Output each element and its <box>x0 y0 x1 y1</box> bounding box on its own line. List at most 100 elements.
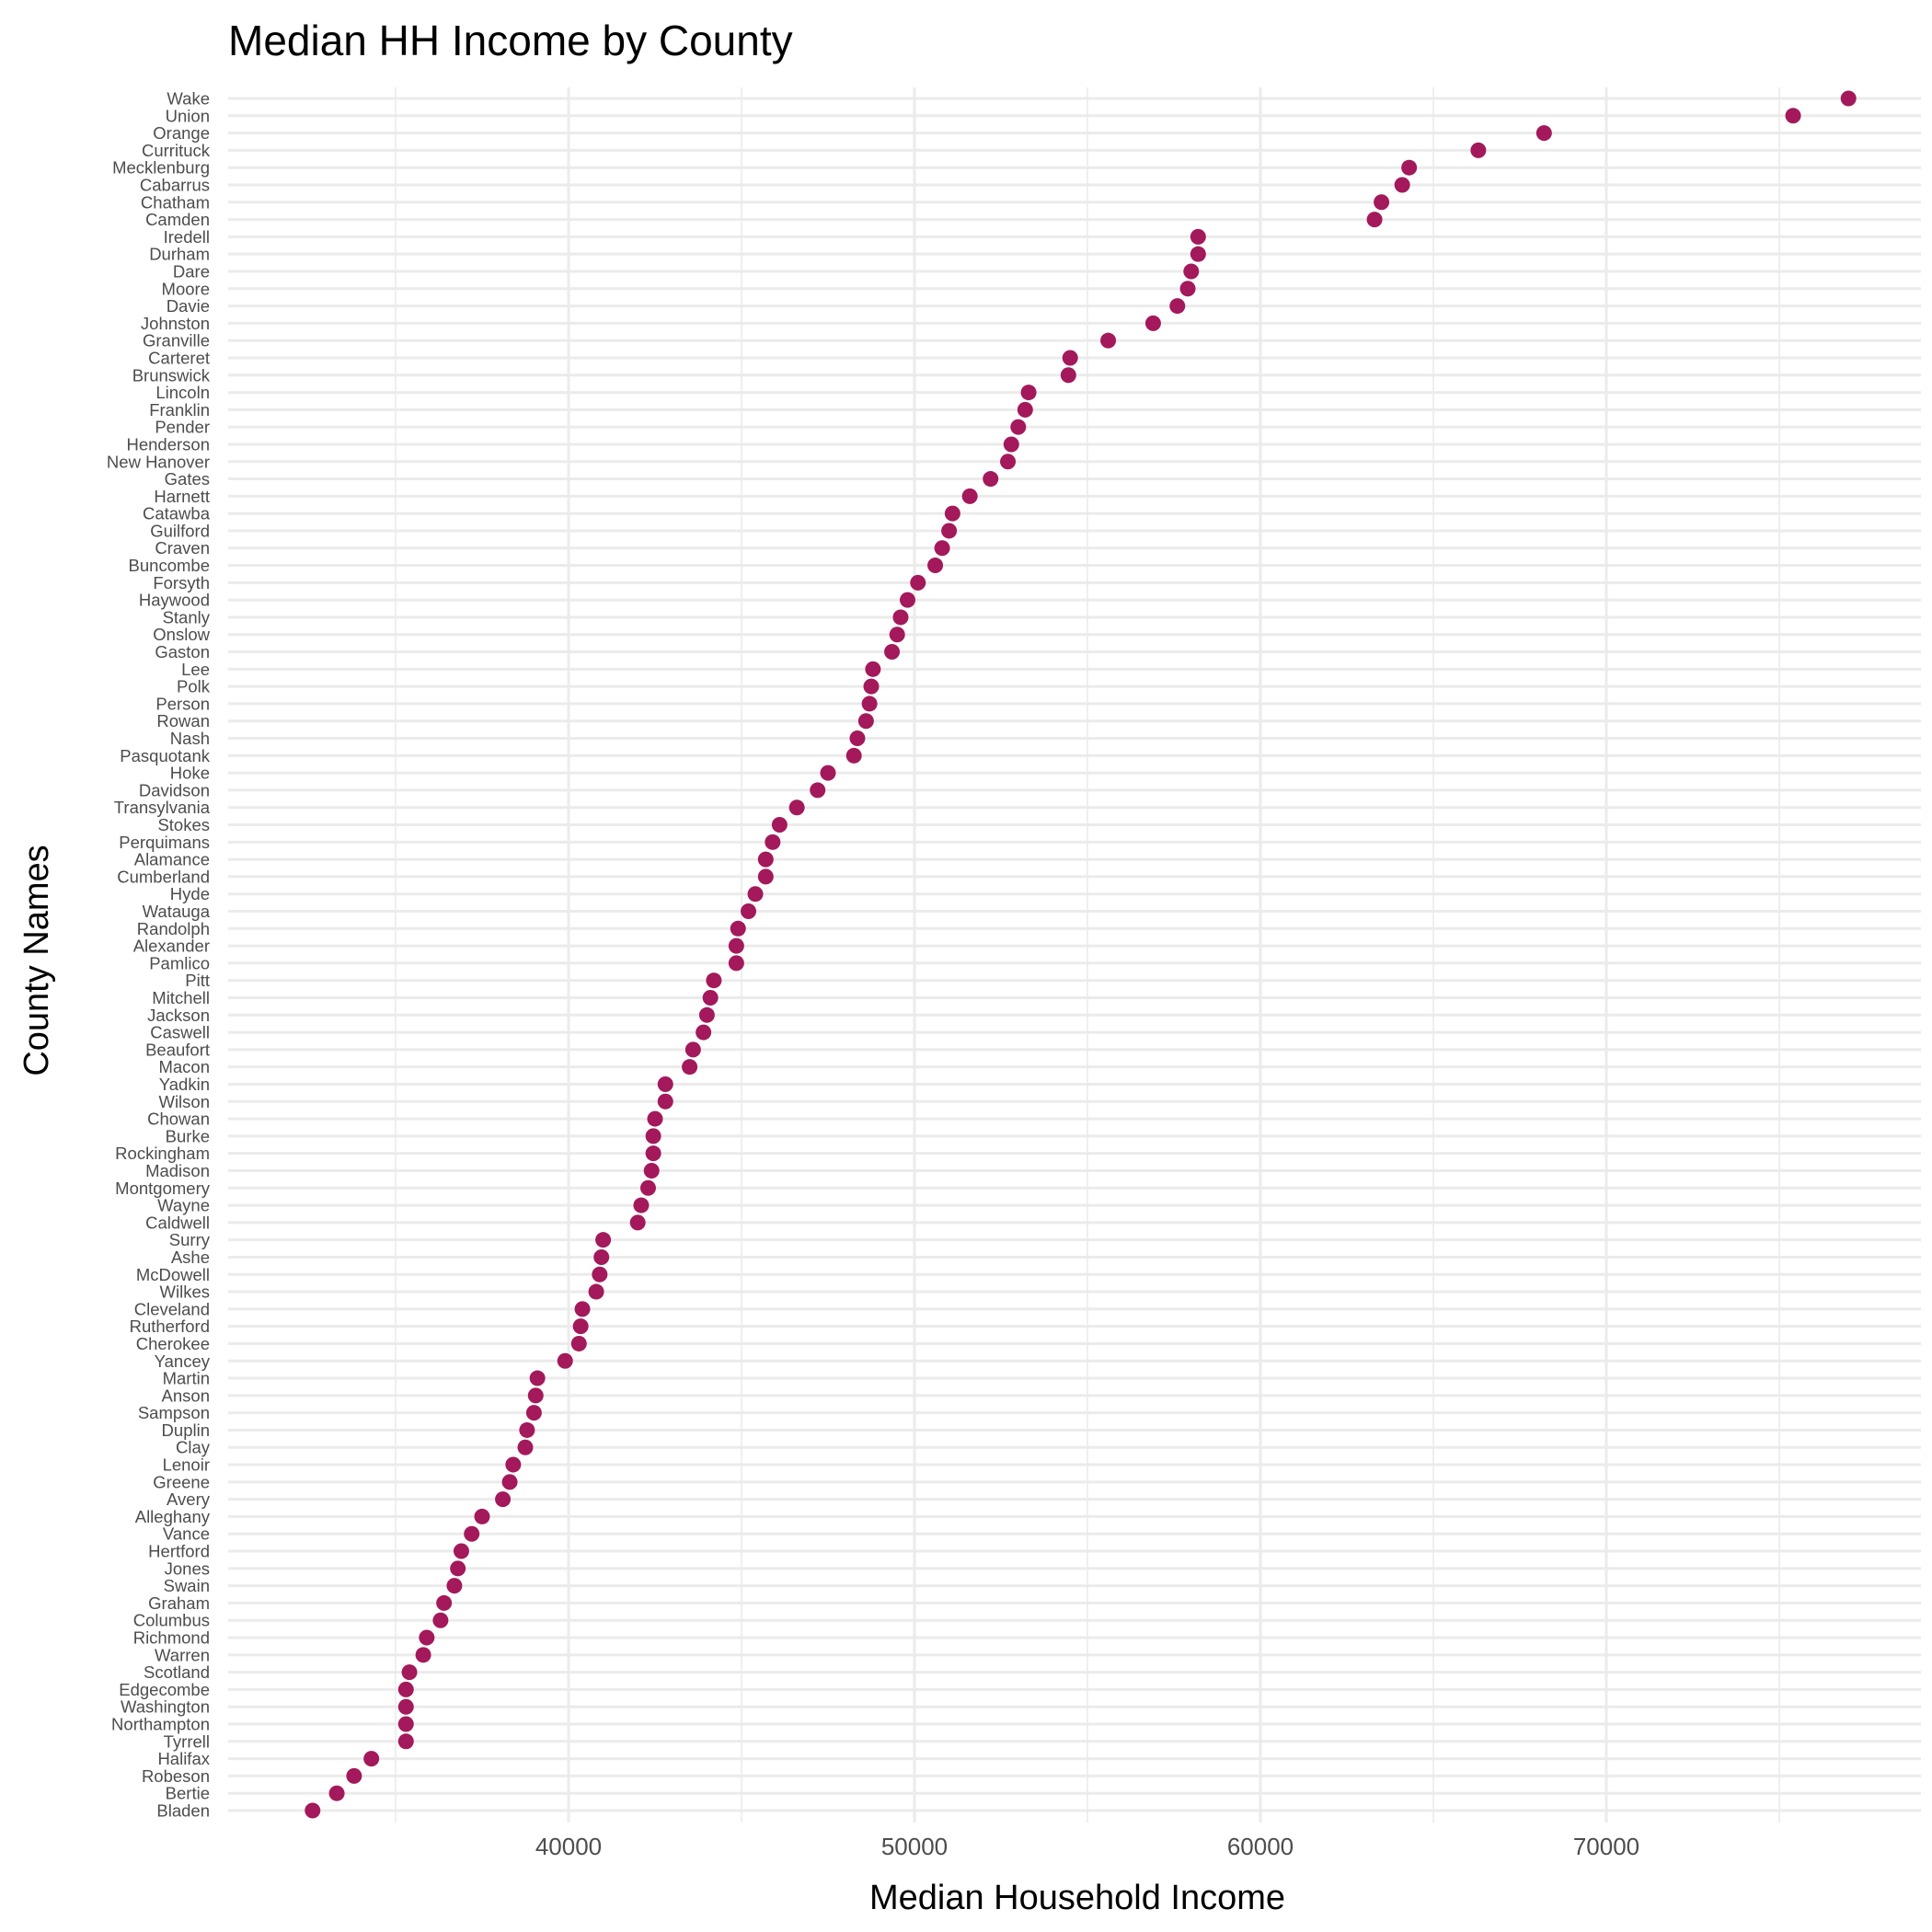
y-tick-label: Wayne <box>157 1196 210 1215</box>
y-tick-label: Forsyth <box>153 573 210 592</box>
y-tick-label: Davidson <box>139 780 210 799</box>
y-tick-label: Cherokee <box>136 1334 210 1353</box>
data-point <box>941 523 958 539</box>
data-point <box>1394 177 1410 193</box>
data-point <box>889 627 905 643</box>
data-point <box>1010 419 1027 435</box>
data-point <box>419 1629 435 1646</box>
data-point <box>517 1439 534 1455</box>
data-point <box>519 1421 535 1438</box>
data-point <box>682 1059 698 1075</box>
y-tick-label: Greene <box>153 1472 210 1491</box>
y-tick-label: Carteret <box>148 348 210 367</box>
y-tick-label: Halifax <box>157 1749 210 1768</box>
y-tick-label: Chatham <box>141 192 210 212</box>
y-tick-label: Sampson <box>138 1403 210 1422</box>
y-tick-label: Durham <box>149 245 210 264</box>
data-point <box>464 1525 480 1542</box>
y-tick-label: Randolph <box>137 919 210 938</box>
data-point <box>397 1681 414 1697</box>
y-tick-label: Mitchell <box>152 988 210 1007</box>
data-point <box>397 1733 414 1750</box>
data-point <box>1144 315 1161 331</box>
data-point <box>820 765 836 781</box>
chart-title: Median HH Income by County <box>228 17 793 64</box>
data-point <box>1000 454 1017 470</box>
data-point <box>1060 367 1076 384</box>
data-point <box>643 1162 660 1179</box>
data-point <box>884 644 901 661</box>
x-tick-labels: 40000 50000 60000 70000 <box>535 1833 1639 1860</box>
y-tick-label: Cabarrus <box>140 175 210 194</box>
data-point <box>696 1024 712 1041</box>
y-tick-label: Camden <box>145 210 210 229</box>
y-tick-label: Beaufort <box>145 1040 210 1059</box>
data-point <box>788 799 805 816</box>
data-point <box>865 661 881 677</box>
y-tick-label: Graham <box>148 1593 210 1613</box>
data-point <box>633 1197 650 1213</box>
grid-lines <box>228 87 1921 1823</box>
data-point <box>432 1612 449 1628</box>
y-tick-label: Cleveland <box>134 1299 210 1318</box>
y-tick-label: Madison <box>145 1161 210 1180</box>
data-point <box>305 1802 321 1819</box>
y-tick-label: Brunswick <box>132 365 211 385</box>
data-point <box>436 1594 453 1611</box>
y-tick-label: Martin <box>163 1369 210 1388</box>
data-point <box>574 1301 591 1317</box>
y-tick-label: Pender <box>155 418 210 437</box>
y-tick-label: Warren <box>155 1645 210 1664</box>
y-tick-label: Northampton <box>111 1715 210 1734</box>
y-tick-label: Harnett <box>154 487 210 506</box>
data-point <box>474 1508 490 1524</box>
y-tick-label: Caldwell <box>145 1213 210 1232</box>
data-point <box>415 1647 431 1663</box>
data-point <box>1179 281 1196 297</box>
y-tick-label: Robeson <box>142 1766 210 1786</box>
data-point <box>570 1335 587 1351</box>
y-tick-label: Jones <box>165 1558 210 1578</box>
y-tick-label: Hyde <box>170 884 210 903</box>
data-point <box>1183 263 1200 280</box>
y-tick-label: Scotland <box>144 1662 210 1682</box>
y-tick-label: Surry <box>169 1230 211 1249</box>
data-point <box>505 1456 522 1473</box>
data-point <box>757 851 774 868</box>
data-point <box>397 1716 414 1732</box>
data-point <box>1785 108 1801 124</box>
y-tick-label: Nash <box>170 729 210 748</box>
data-point <box>757 868 774 885</box>
data-point <box>593 1248 610 1265</box>
y-tick-label: Caswell <box>150 1023 210 1042</box>
data-point <box>702 989 719 1006</box>
data-point <box>728 955 744 972</box>
data-point <box>845 747 862 764</box>
data-point <box>771 817 788 834</box>
data-point <box>861 696 878 712</box>
y-tick-labels: WakeUnionOrangeCurrituckMecklenburgCabar… <box>107 89 211 1821</box>
y-tick-label: Montgomery <box>115 1179 211 1198</box>
y-tick-label: Clay <box>176 1438 211 1457</box>
data-point <box>1190 228 1206 245</box>
y-tick-label: Moore <box>162 279 210 298</box>
y-tick-label: Anson <box>162 1386 210 1405</box>
data-point <box>1169 298 1186 315</box>
y-tick-label: Iredell <box>164 227 210 247</box>
y-tick-label: Hertford <box>148 1542 210 1561</box>
y-tick-label: Buncombe <box>129 556 210 575</box>
y-tick-label: Cumberland <box>117 867 210 886</box>
y-tick-label: Wake <box>167 89 210 109</box>
data-point <box>1020 385 1037 401</box>
y-tick-label: Mecklenburg <box>112 158 210 178</box>
y-tick-label: Catawba <box>143 504 211 523</box>
y-tick-label: Guilford <box>150 521 210 540</box>
y-tick-label: Edgecombe <box>119 1680 210 1699</box>
y-tick-label: Alleghany <box>135 1507 211 1526</box>
data-point <box>1401 159 1418 176</box>
data-point <box>1100 332 1117 349</box>
x-tick-label: 70000 <box>1573 1833 1639 1860</box>
data-point <box>645 1128 661 1144</box>
data-point <box>910 574 926 591</box>
data-point <box>944 505 960 522</box>
